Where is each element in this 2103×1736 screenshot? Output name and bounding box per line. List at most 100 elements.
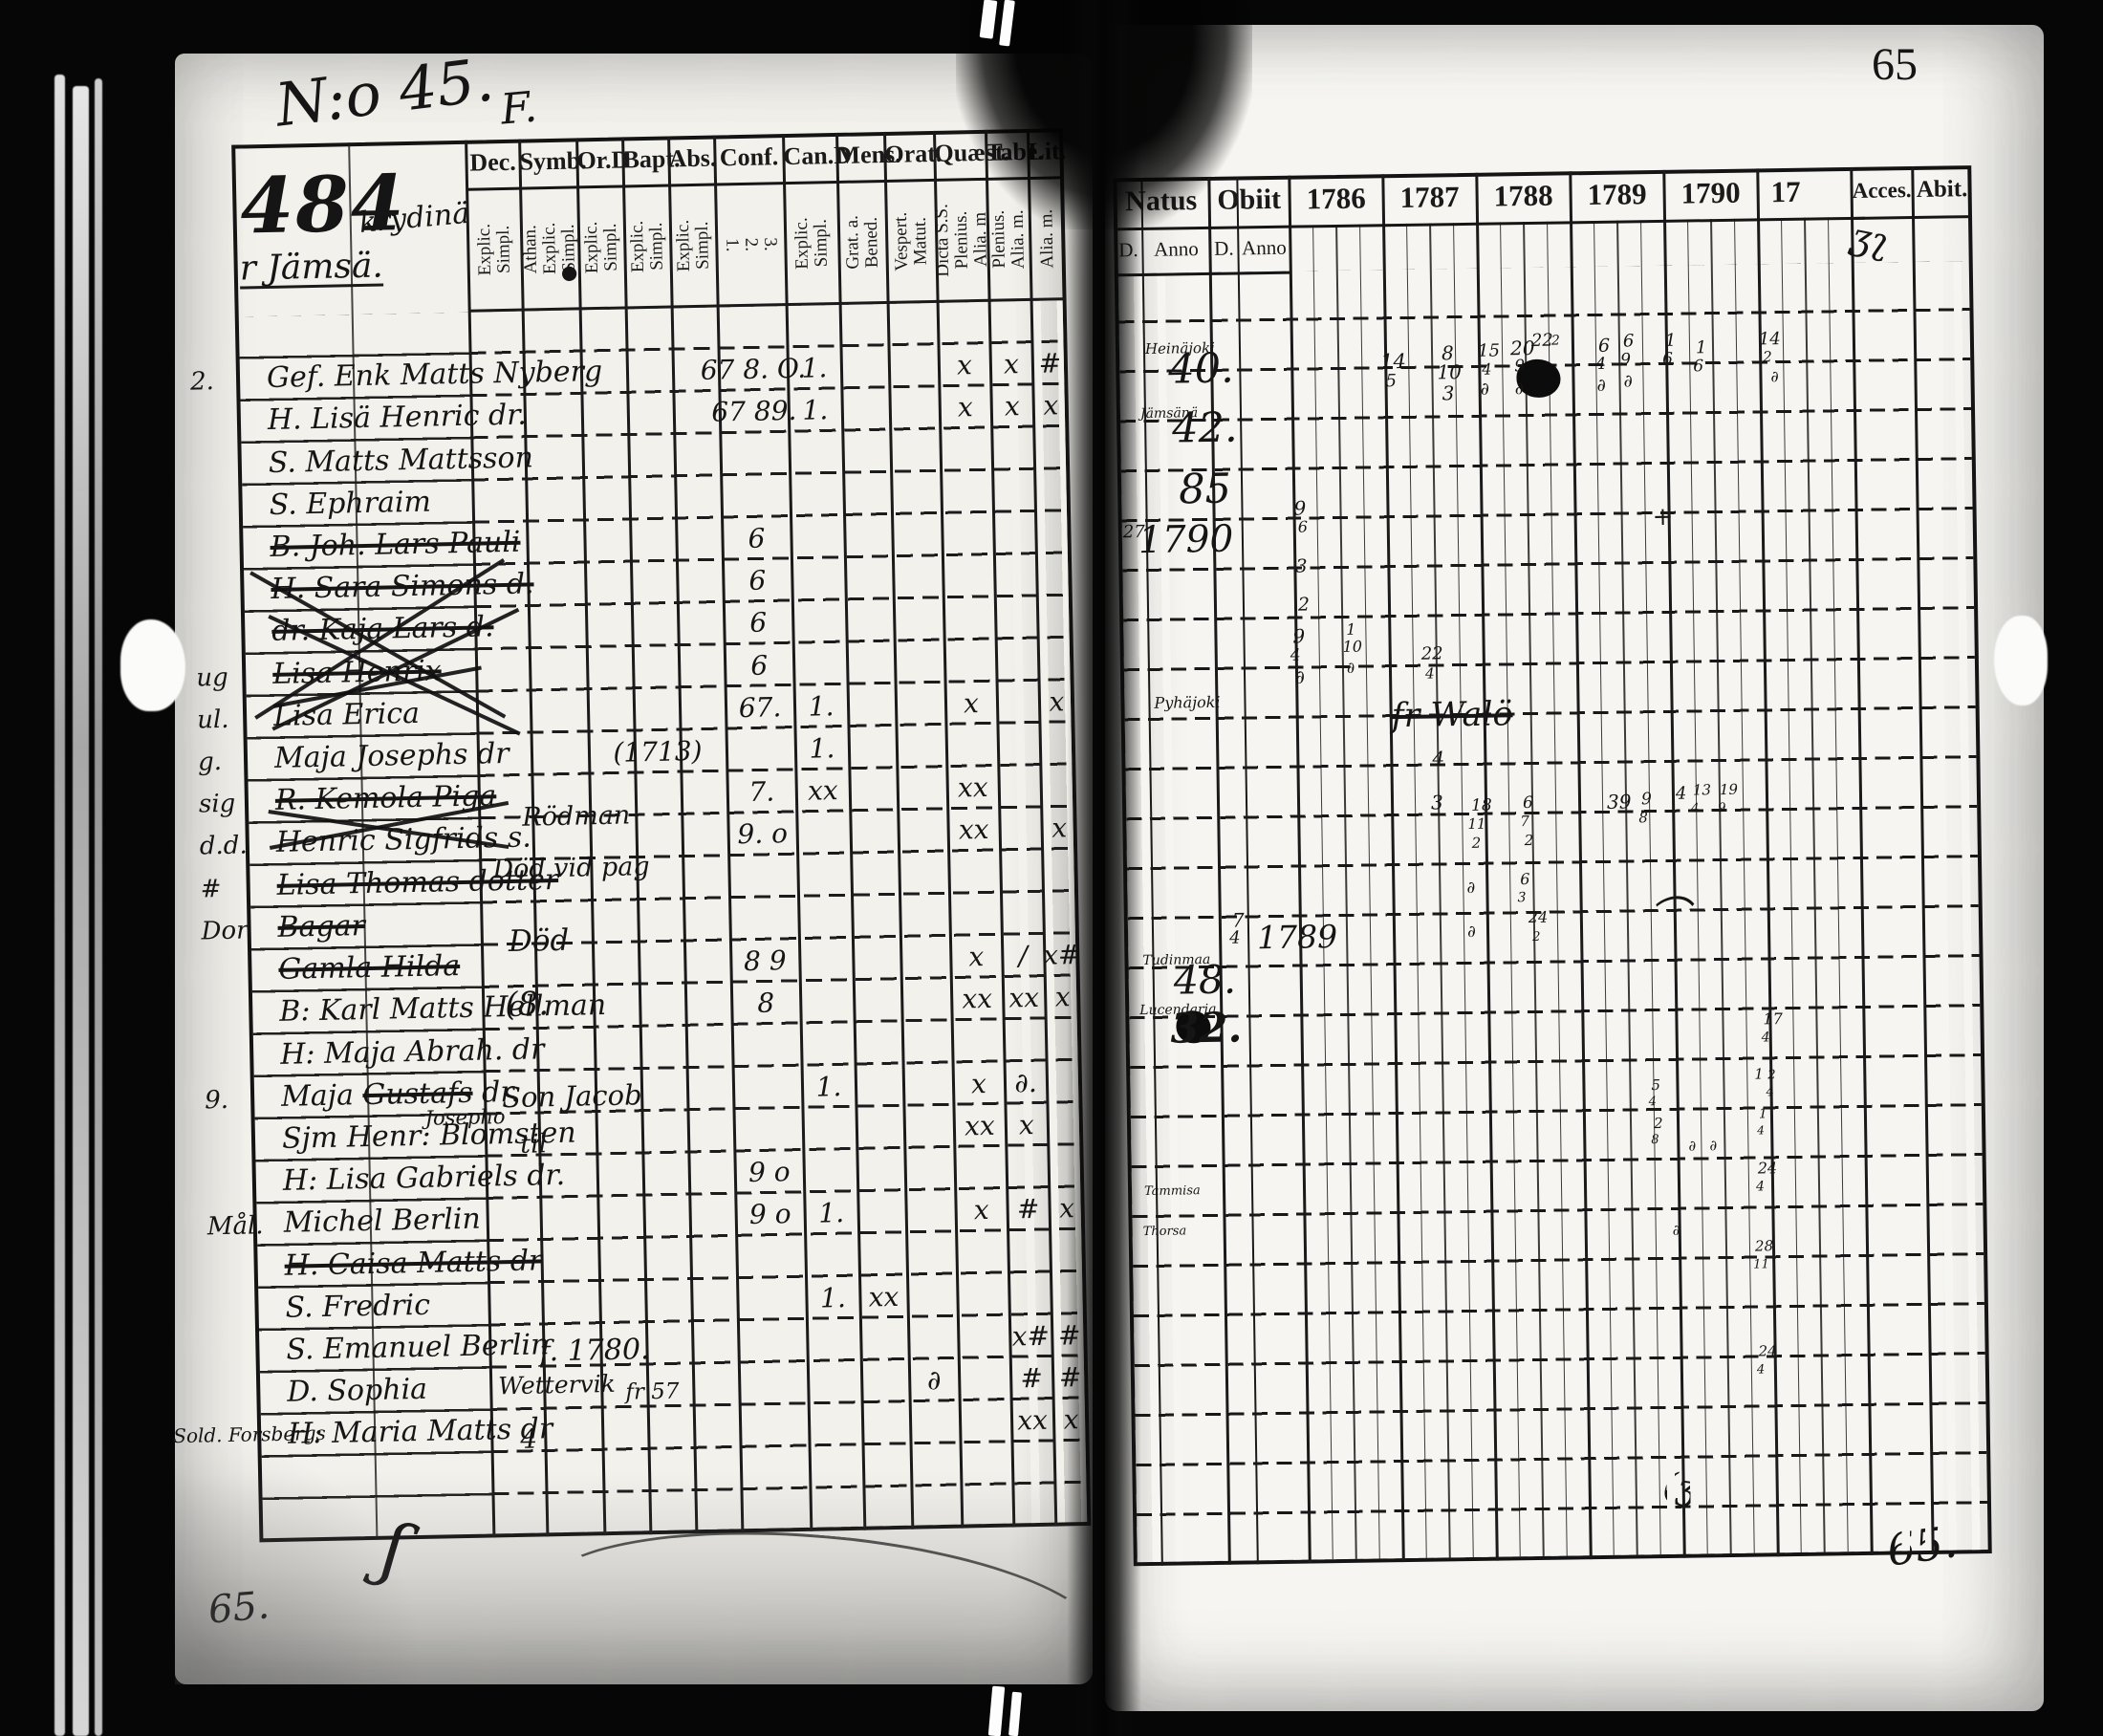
- name-entry: H. Caisa Matts dr: [284, 1243, 543, 1283]
- handwritten-annotation: 39: [1606, 790, 1632, 814]
- handwritten-annotation: ∂: [1672, 1221, 1680, 1239]
- handwritten-annotation: 4: [1756, 1362, 1766, 1378]
- handwritten-annotation: 9: [1718, 800, 1726, 816]
- cell-mark: xx: [1008, 982, 1040, 1014]
- cell-mark: ∂.: [1013, 1066, 1038, 1099]
- cell-mark: x: [1004, 390, 1021, 423]
- name-entry: S. Fredric: [285, 1288, 431, 1325]
- margin-note: d.d.: [199, 831, 248, 861]
- column-header-sub: Explic. Simpl.: [672, 219, 713, 272]
- cell-mark: 9 o: [748, 1198, 791, 1231]
- cell-mark: x: [968, 941, 985, 973]
- handwritten-annotation: 6: [1520, 870, 1530, 889]
- cell-mark: 9 o: [748, 1156, 791, 1189]
- cell-mark: 9. o: [737, 817, 789, 851]
- cell-mark: ∂: [926, 1364, 942, 1397]
- column-header-qust: Quæst. Dicta S.S. Plenius. Alia. m: [932, 129, 1009, 303]
- handwritten-annotation: 85: [1178, 465, 1232, 514]
- cell-mark: 67 8. O.: [700, 352, 807, 387]
- column-header-dec: Dec. Explic. Simpl.: [466, 139, 523, 313]
- handwritten-annotation: ⌒: [1648, 892, 1690, 941]
- column-header-acces: Acces.: [1851, 166, 1914, 220]
- heading-letter: F.: [498, 82, 539, 135]
- handwritten-annotation: 24: [1528, 907, 1549, 927]
- handwritten-annotation: 4: [1290, 645, 1301, 665]
- column-header-bapt: Bapt. Explic. Simpl.: [622, 136, 681, 310]
- margin-note: ul.: [196, 705, 229, 735]
- handwritten-annotation: 9: [1620, 350, 1632, 370]
- handwritten-annotation: 4: [1761, 1030, 1770, 1046]
- cell-mark: xx: [958, 814, 989, 847]
- subheader-anno: Anno: [1238, 225, 1290, 275]
- film-edge-blob: [120, 619, 185, 711]
- name-entry: B: Karl Matts Hellman: [279, 988, 607, 1030]
- household-title-cell: 484 krydinä r Jämsä.: [231, 141, 471, 317]
- handwritten-annotation: 1790: [1138, 517, 1234, 563]
- handwritten-annotation: 6: [1522, 792, 1534, 814]
- film-slit: [999, 0, 1015, 47]
- name-entry: B. Joh. Lars Pauli: [270, 525, 521, 564]
- handwritten-annotation: 4: [1595, 354, 1607, 374]
- column-header-lit: Lit. Alia. m.: [1027, 128, 1067, 301]
- column-header-sub: Grat. a. Bened.: [841, 215, 882, 271]
- name-entry: D. Sophia: [286, 1373, 428, 1409]
- cell-mark: xx: [868, 1280, 900, 1313]
- column-header-label: Can.D: [783, 132, 852, 185]
- handwritten-annotation: ∂: [1596, 375, 1607, 396]
- column-header-label: Mens.: [836, 131, 901, 184]
- cell-mark: #: [1038, 347, 1062, 380]
- handwritten-page-number-left: 65.: [206, 1583, 271, 1633]
- cell-mark: #: [1057, 1319, 1081, 1352]
- cell-mark: 67.: [738, 691, 782, 725]
- handwritten-annotation: 2: [1524, 831, 1534, 850]
- handwritten-annotation: Josepho: [424, 1105, 506, 1130]
- handwritten-annotation: Pyhäjoki: [1154, 692, 1221, 712]
- column-header-sub: Explic. Simpl.: [580, 221, 621, 274]
- handwritten-annotation: 6: [1662, 349, 1674, 369]
- margin-note: g.: [197, 748, 223, 777]
- year-column-1789: 1789: [1570, 169, 1665, 225]
- handwritten-annotation: 4: [1675, 783, 1687, 804]
- name-entry: H. Sara Simons d.: [271, 567, 534, 607]
- column-header-label: Lit.: [1027, 128, 1066, 180]
- name-entry: Gef. Enk Matts Nyberg: [266, 355, 603, 396]
- year-column-1786: 1786: [1289, 174, 1384, 228]
- name-entry: S. Matts Mattsson: [268, 441, 534, 480]
- film-edge-blob: [1994, 616, 2048, 705]
- handwritten-annotation: ∂: [1294, 666, 1306, 688]
- handwritten-annotation: ∂: [1346, 658, 1355, 677]
- cell-mark: x: [970, 1067, 987, 1100]
- column-header-ord: Or.D Explic. Simpl.: [576, 137, 629, 310]
- film-streak: [73, 86, 89, 1736]
- column-header-label: Orat.: [884, 130, 943, 183]
- column-header-sub: Explic. Simpl.: [791, 217, 832, 271]
- handwritten-annotation: 22: [1420, 643, 1443, 664]
- film-streak: [54, 75, 65, 1736]
- handwritten-annotation: 32.: [1170, 1004, 1243, 1053]
- handwritten-annotation: 40.: [1167, 344, 1235, 394]
- name-entry: dr. Kaja Lars d.: [271, 610, 494, 649]
- handwritten-annotation: 13: [1692, 781, 1712, 799]
- cell-mark: 1.: [818, 1197, 845, 1229]
- margin-note: 2.: [189, 367, 215, 397]
- handwritten-annotation: ∂: [1623, 371, 1634, 392]
- cell-mark: x: [1054, 981, 1071, 1013]
- household-name-script2: r Jämsä.: [239, 246, 384, 290]
- year-column-1790: 1790: [1663, 168, 1759, 223]
- column-header-label: Abs.: [668, 135, 717, 187]
- handwritten-annotation: 24: [1757, 1159, 1778, 1178]
- column-header-sub: Explic. Simpl.: [626, 220, 667, 273]
- handwritten-annotation: fr Walö: [1391, 695, 1513, 736]
- handwritten-annotation: 9: [1514, 357, 1526, 377]
- handwritten-annotation: ∂: [1770, 367, 1779, 386]
- handwritten-annotation: 4: [1766, 1085, 1774, 1100]
- handwritten-annotation: 3: [1430, 791, 1443, 814]
- handwritten-annotation: 19: [1719, 780, 1739, 799]
- cell-mark: x: [1018, 1108, 1035, 1141]
- handwritten-annotation: 4: [1757, 1123, 1765, 1138]
- cell-mark: 7.: [748, 775, 775, 809]
- cell-mark: 6: [748, 564, 767, 597]
- handwritten-annotation: 4: [1482, 359, 1492, 379]
- cell-mark: 8 9: [743, 944, 787, 978]
- name-entry: Michel Berlin: [283, 1203, 482, 1241]
